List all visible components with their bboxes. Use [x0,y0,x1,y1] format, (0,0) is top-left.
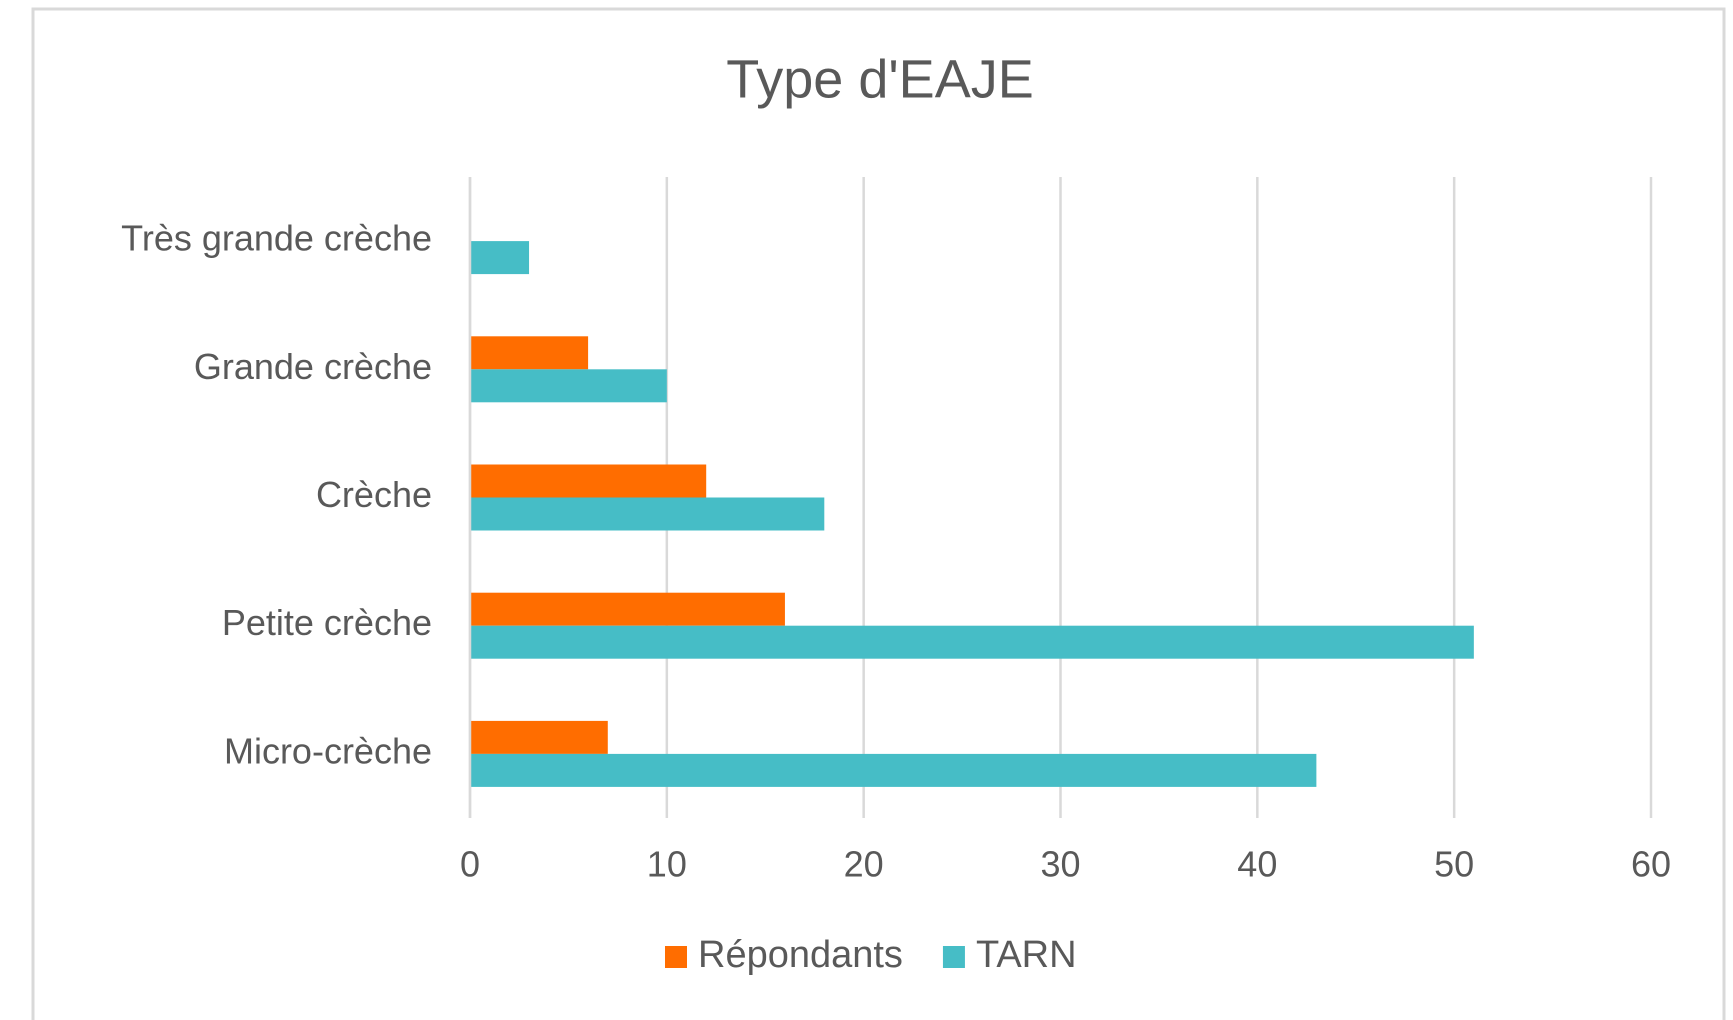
x-tick-label: 20 [844,844,884,885]
bar [470,336,589,370]
legend-swatch [665,946,687,968]
chart-title: Type d'EAJE [726,49,1033,109]
legend-swatch [942,946,965,968]
x-tick-label: 50 [1434,844,1474,885]
x-tick-label: 30 [1040,844,1080,885]
y-tick-label: Crèche [316,474,432,515]
y-tick-label: Petite crèche [222,602,432,643]
bar [470,625,1474,659]
bar [470,592,785,626]
y-tick-label: Micro-crèche [224,730,432,771]
bar [470,497,825,531]
y-tick-label: Grande crèche [194,346,432,387]
bar [470,369,667,403]
x-tick-label: 0 [460,844,480,885]
x-tick-label: 60 [1631,844,1671,885]
legend-label: TARN [976,934,1077,976]
y-tick-label: Très grande crèche [121,218,432,259]
bar [470,753,1317,787]
x-tick-label: 10 [647,844,687,885]
bar [470,241,530,275]
bar [470,720,608,754]
chart-border [31,7,1726,1020]
legend-label: Répondants [698,934,903,976]
x-tick-label: 40 [1237,844,1277,885]
bar [470,464,707,498]
